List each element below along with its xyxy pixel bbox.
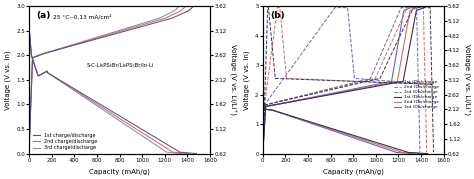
Y-axis label: Voltage (V vs. Li/Li⁺): Voltage (V vs. Li/Li⁺) (463, 44, 470, 115)
Y-axis label: Voltage (V vs. In): Voltage (V vs. In) (4, 50, 11, 110)
Y-axis label: Voltage (V vs. Li/Li⁺): Voltage (V vs. Li/Li⁺) (229, 44, 236, 115)
Text: S-C-Li₆PS₅Br/Li₆PS₅Br/In-Li: S-C-Li₆PS₅Br/Li₆PS₅Br/In-Li (87, 62, 155, 67)
X-axis label: Capacity (mAh/g): Capacity (mAh/g) (323, 168, 383, 175)
X-axis label: Capacity (mAh/g): Capacity (mAh/g) (89, 168, 150, 175)
Text: (b): (b) (270, 11, 285, 20)
Text: 25 °C--0.13 mA/cm²: 25 °C--0.13 mA/cm² (53, 14, 111, 19)
Y-axis label: Voltage (V vs. In): Voltage (V vs. In) (243, 50, 250, 110)
Text: (a): (a) (36, 11, 51, 20)
Legend: 1st (Dis)charge, 2nd (Dis)charge, 3rd (Dis)charge, 1st (Dis)charge, 2nd (Dis)cha: 1st (Dis)charge, 2nd (Dis)charge, 3rd (D… (394, 80, 440, 110)
Legend: 1st charge/discharge, 2nd charge/discharge, 3rd charge/discharge: 1st charge/discharge, 2nd charge/dischar… (32, 132, 98, 151)
